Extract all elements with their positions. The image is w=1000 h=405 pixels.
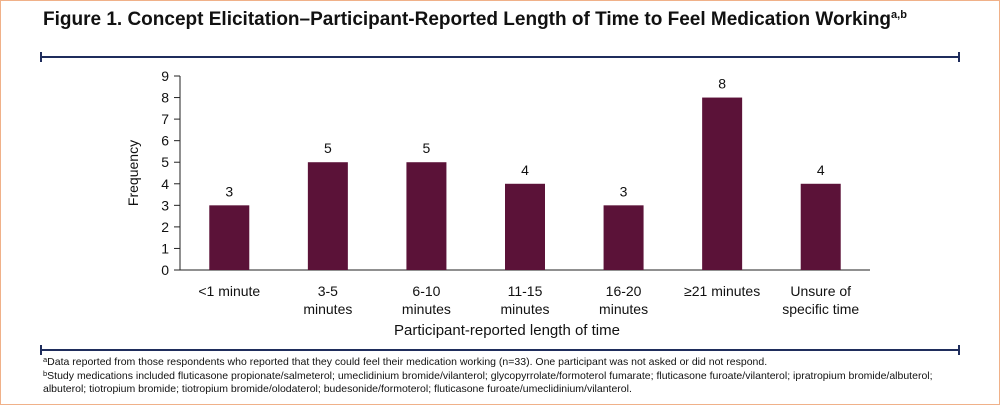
bar-chart: 0 1 2 3 4 5 6 7 8 9 Frequency 3 <1 minute 5 3-5 minutes… [125, 68, 870, 339]
x-tick-label: 6-10 [412, 283, 440, 299]
bar-value-label: 4 [521, 162, 529, 178]
figure-title-superscript: a,b [891, 9, 907, 21]
x-tick-label: minutes [402, 301, 451, 317]
bar-value-label: 5 [423, 140, 431, 156]
y-tick-label: 2 [161, 219, 169, 235]
figure-title-text: Figure 1. Concept Elicitation–Participan… [43, 9, 892, 30]
x-tick-label: <1 minute [198, 283, 260, 299]
bar-value-label: 5 [324, 140, 332, 156]
x-tick-label: 16-20 [606, 283, 642, 299]
footnote-b-marker: b [43, 369, 48, 378]
y-tick-label: 7 [161, 111, 169, 127]
footnote-a: aData reported from those respondents wh… [43, 356, 943, 369]
y-tick-label: 0 [161, 262, 169, 278]
footnote-a-text: Data reported from those respondents who… [47, 356, 768, 368]
x-tick-label: specific time [782, 301, 859, 317]
bar [702, 97, 743, 270]
bar [209, 205, 250, 270]
y-tick-label: 8 [161, 90, 169, 106]
x-tick-label: 3-5 [318, 283, 338, 299]
x-tick-label: minutes [500, 301, 549, 317]
x-tick-label: ≥21 minutes [684, 283, 760, 299]
y-tick-label: 9 [161, 68, 169, 84]
bar [307, 162, 348, 270]
y-tick-label: 3 [161, 197, 169, 213]
bar [603, 205, 644, 270]
x-tick-label: minutes [599, 301, 648, 317]
top-rule [40, 52, 960, 62]
y-tick-label: 5 [161, 154, 169, 170]
bar [406, 162, 447, 270]
x-tick-label: Unsure of [790, 283, 851, 299]
x-tick-label: minutes [303, 301, 352, 317]
bar-value-label: 3 [620, 183, 628, 199]
bar-value-label: 3 [225, 183, 233, 199]
y-axis-label: Frequency [125, 140, 141, 206]
y-tick-label: 6 [161, 133, 169, 149]
bar [800, 183, 841, 270]
figure-title: Figure 1. Concept Elicitation–Participan… [43, 9, 943, 31]
x-tick-label: 11-15 [508, 283, 543, 299]
bar [505, 183, 545, 270]
footnote-a-marker: a [43, 355, 48, 364]
bar-value-label: 4 [817, 162, 825, 178]
y-tick-label: 4 [161, 176, 169, 192]
bottom-rule [40, 345, 960, 355]
footnote-b: bStudy medications included fluticasone … [43, 370, 943, 396]
y-tick-label: 1 [161, 240, 169, 256]
x-axis-label: Participant-reported length of time [394, 322, 620, 339]
footnote-b-text: Study medications included fluticasone p… [43, 370, 933, 395]
bar-value-label: 8 [718, 76, 726, 92]
